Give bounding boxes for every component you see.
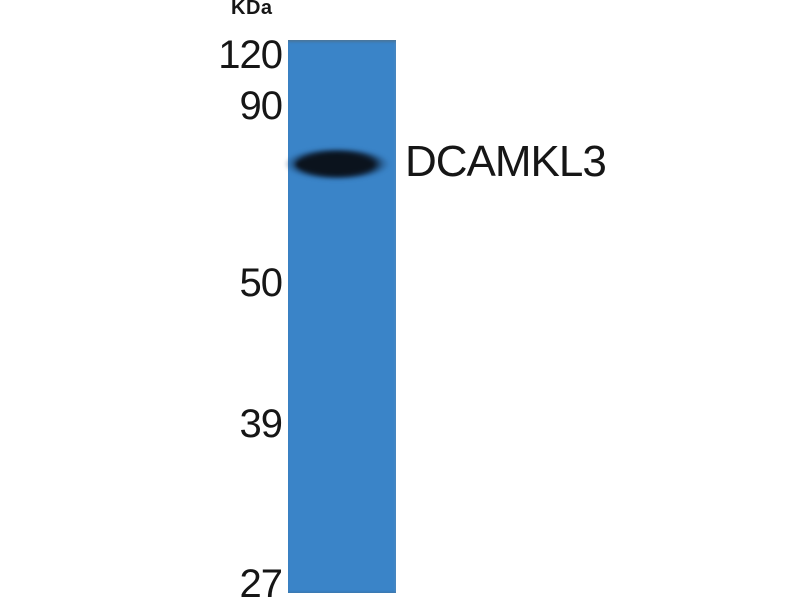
mw-marker-50: 50 <box>239 261 284 305</box>
band-annotation-label: DCAMKL3 <box>405 137 607 186</box>
mw-marker-27: 27 <box>239 562 284 600</box>
protein-band-core <box>296 156 374 173</box>
protein-band <box>284 147 390 181</box>
mw-marker-90: 90 <box>239 84 284 128</box>
mw-marker-39: 39 <box>239 402 284 446</box>
molecular-weight-unit-label: KDa <box>231 0 273 19</box>
blot-lane <box>284 40 396 593</box>
mw-marker-120: 120 <box>218 33 283 77</box>
